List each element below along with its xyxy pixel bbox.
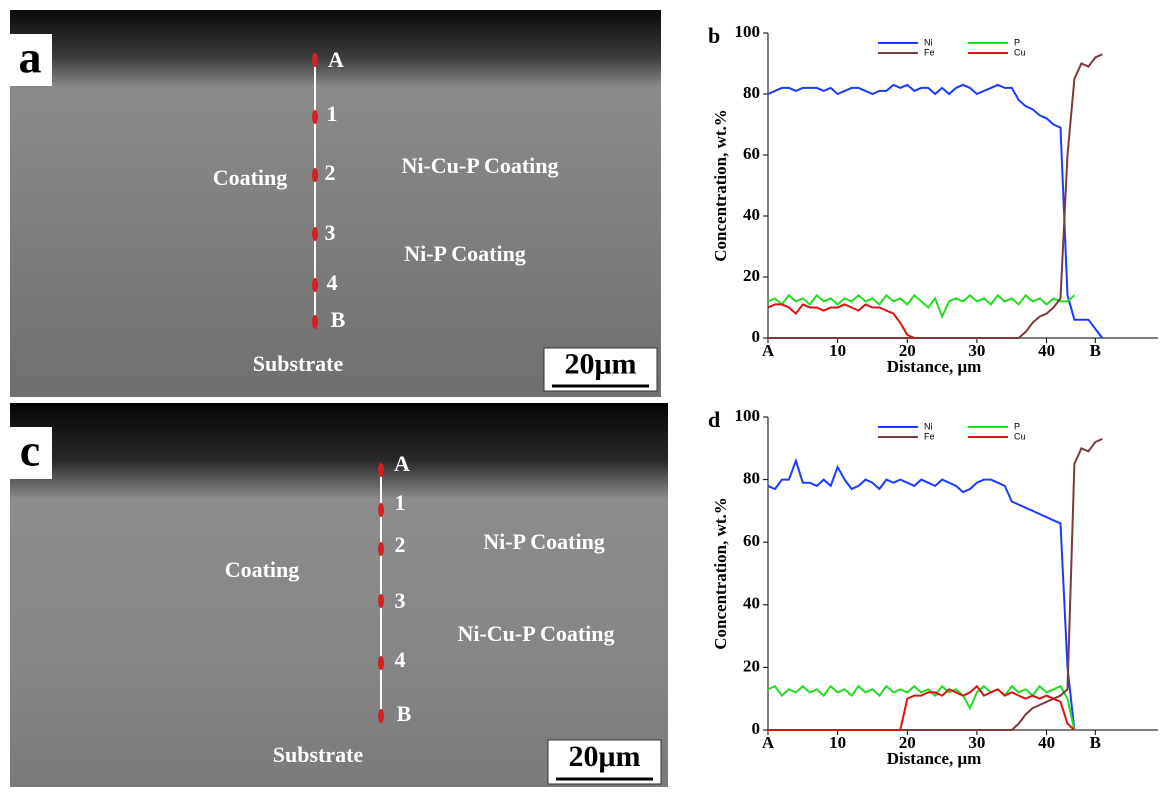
y-tick-label: 100 [735, 22, 761, 41]
panel-label: b [708, 23, 720, 48]
x-axis-label: Distance, μm [887, 357, 982, 376]
y-tick-label: 20 [743, 656, 760, 675]
y-tick-label: 100 [735, 406, 761, 425]
sem-image [10, 403, 668, 787]
x-tick-label: 10 [829, 341, 846, 360]
y-tick-label: 20 [743, 266, 760, 285]
point-label: 3 [325, 220, 336, 245]
point-label: 4 [395, 647, 406, 672]
annotation: Coating [213, 165, 288, 190]
series-line [768, 295, 1074, 316]
y-tick-label: 80 [743, 83, 760, 102]
scan-point [378, 463, 384, 477]
scan-point [378, 709, 384, 723]
scan-point [378, 656, 384, 670]
scan-point [312, 53, 318, 67]
legend-label: Fe [924, 431, 935, 441]
series-line [768, 304, 914, 338]
scan-point [378, 594, 384, 608]
annotation: Substrate [273, 742, 364, 767]
y-tick-label: 40 [743, 594, 760, 613]
series-line [768, 686, 1074, 730]
y-tick-label: 0 [752, 719, 761, 738]
legend-label: Ni [924, 421, 933, 431]
annotation: Ni-Cu-P Coating [401, 153, 558, 178]
scale-bar-label: 20μm [565, 347, 637, 380]
scan-point [312, 227, 318, 241]
annotation: Ni-P Coating [404, 241, 526, 266]
annotation: Ni-Cu-P Coating [457, 621, 614, 646]
x-axis-label: Distance, μm [887, 749, 982, 768]
panel-label: d [708, 407, 720, 432]
x-tick-label: B [1090, 341, 1101, 360]
legend-label: P [1014, 37, 1020, 47]
scan-point [312, 315, 318, 329]
point-label: 3 [395, 588, 406, 613]
point-label: 4 [327, 270, 338, 295]
annotation: Substrate [253, 351, 344, 376]
y-axis-label: Concentration, wt.% [711, 109, 730, 262]
y-tick-label: 0 [752, 327, 761, 346]
y-tick-label: 60 [743, 531, 760, 550]
scan-point [378, 503, 384, 517]
figure: a A 1 2 3 4 B Coating Ni-Cu-P Coating Ni-P Coatin… [0, 0, 1161, 787]
y-axis-label: Concentration, wt.% [711, 497, 730, 650]
y-tick-label: 40 [743, 205, 760, 224]
scale-bar-label: 20μm [569, 740, 641, 773]
point-label: A [328, 47, 344, 72]
point-label: B [331, 307, 346, 332]
x-tick-label: 40 [1038, 733, 1055, 752]
annotation: Ni-P Coating [483, 529, 605, 554]
point-label: 1 [395, 490, 406, 515]
series-line [768, 439, 1102, 730]
point-label: B [397, 701, 412, 726]
legend-label: Fe [924, 47, 935, 57]
x-tick-label: B [1090, 733, 1101, 752]
panel-label: c [20, 425, 40, 476]
page: a A 1 2 3 4 B Coating Ni-Cu-P Coating Ni-P Coatin… [0, 0, 1161, 792]
annotation: Coating [225, 557, 300, 582]
x-tick-label: 40 [1038, 341, 1055, 360]
legend-label: Ni [924, 37, 933, 47]
scan-point [312, 278, 318, 292]
y-tick-label: 80 [743, 469, 760, 488]
point-label: 2 [395, 532, 406, 557]
scan-point [312, 168, 318, 182]
scan-point [312, 110, 318, 124]
point-label: A [394, 451, 410, 476]
x-tick-label: A [762, 341, 775, 360]
y-tick-label: 60 [743, 144, 760, 163]
x-tick-label: 10 [829, 733, 846, 752]
point-label: 2 [325, 160, 336, 185]
legend-label: Cu [1014, 47, 1026, 57]
panel-label: a [19, 32, 42, 83]
x-tick-label: A [762, 733, 775, 752]
legend-label: P [1014, 421, 1020, 431]
scan-point [378, 542, 384, 556]
point-label: 1 [327, 101, 338, 126]
legend-label: Cu [1014, 431, 1026, 441]
